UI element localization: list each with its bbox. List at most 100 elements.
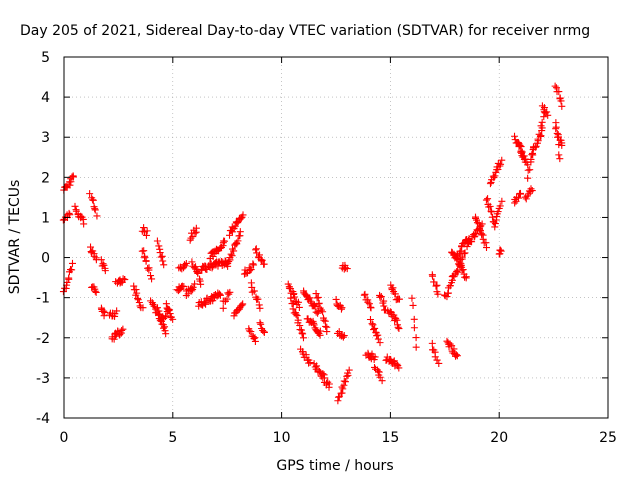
data-point [63,278,71,286]
data-point [538,118,546,126]
data-point [340,377,348,385]
data-point [221,237,229,245]
data-point [452,351,460,359]
data-point [294,316,302,324]
data-point [80,220,88,228]
data-point [110,335,118,343]
data-point [459,266,467,274]
y-tick-label: 3 [41,130,50,146]
data-point [376,339,384,347]
data-point [231,222,239,230]
data-point [538,102,546,110]
data-point [371,324,379,332]
data-point [239,300,247,308]
data-point [377,293,385,301]
data-point [142,231,150,239]
data-point [494,208,502,216]
data-point [491,220,499,228]
data-point [245,327,253,335]
data-point [429,272,437,280]
data-point [92,288,100,296]
data-point [153,237,161,245]
data-point [68,259,76,267]
data-point [68,266,76,274]
data-point [226,256,234,264]
y-tick-label: 4 [41,90,50,106]
data-point [312,290,320,298]
data-point [320,316,328,324]
data-point [236,228,244,236]
data-point [252,246,260,254]
data-point [100,312,108,320]
data-point [325,380,333,388]
data-point [496,162,504,170]
data-point [140,247,148,255]
axis-ticks: 0 5 10 15 20 25 -4 -3 -2 -1 0 1 2 3 4 5 [36,50,617,446]
data-point [443,293,451,301]
y-tick-label: -2 [36,331,50,347]
data-point [180,282,188,290]
data-point [191,280,199,288]
data-point [89,196,97,204]
data-point [147,297,155,305]
data-point [517,148,525,156]
data-point [134,294,142,302]
data-point [224,262,232,270]
data-point [223,295,231,303]
data-point [534,137,542,145]
data-point [155,242,163,250]
data-point [528,187,536,195]
data-point [251,337,259,345]
data-point [361,290,369,298]
data-point [182,259,190,267]
data-point [250,335,258,343]
data-point [334,397,342,405]
data-point [100,261,108,269]
data-point [555,141,563,149]
data-point [190,264,198,272]
data-point [461,249,469,257]
data-point [389,284,397,292]
data-point [371,353,379,361]
grid-lines [64,57,608,418]
data-point [368,320,376,328]
data-point [161,327,169,335]
data-point [528,151,536,159]
data-point [339,385,347,393]
data-point [160,261,168,269]
data-point [490,174,498,182]
data-point [390,311,398,319]
data-point [119,325,127,333]
data-point [315,299,323,307]
data-point [497,160,505,168]
data-point [410,324,418,332]
data-point [485,203,493,211]
data-point [409,301,417,309]
data-point [234,237,242,245]
data-point [446,282,454,290]
data-point [532,142,540,150]
data-point [130,282,138,290]
data-point [543,108,551,116]
data-point [71,202,79,210]
data-point [341,378,349,386]
data-point [322,322,330,330]
data-point [159,257,167,265]
data-point [139,304,147,312]
data-point [491,223,499,231]
data-point [557,97,565,105]
data-point [435,359,443,367]
data-point [552,125,560,133]
data-point [462,273,470,281]
data-point [291,293,299,301]
data-point [432,282,440,290]
data-point [201,299,209,307]
data-point [365,300,373,308]
data-point [556,155,564,163]
data-point [93,212,101,220]
data-point [260,328,268,336]
data-point [360,291,368,299]
data-point [198,266,206,274]
data-point [378,377,386,385]
data-point [558,102,566,110]
